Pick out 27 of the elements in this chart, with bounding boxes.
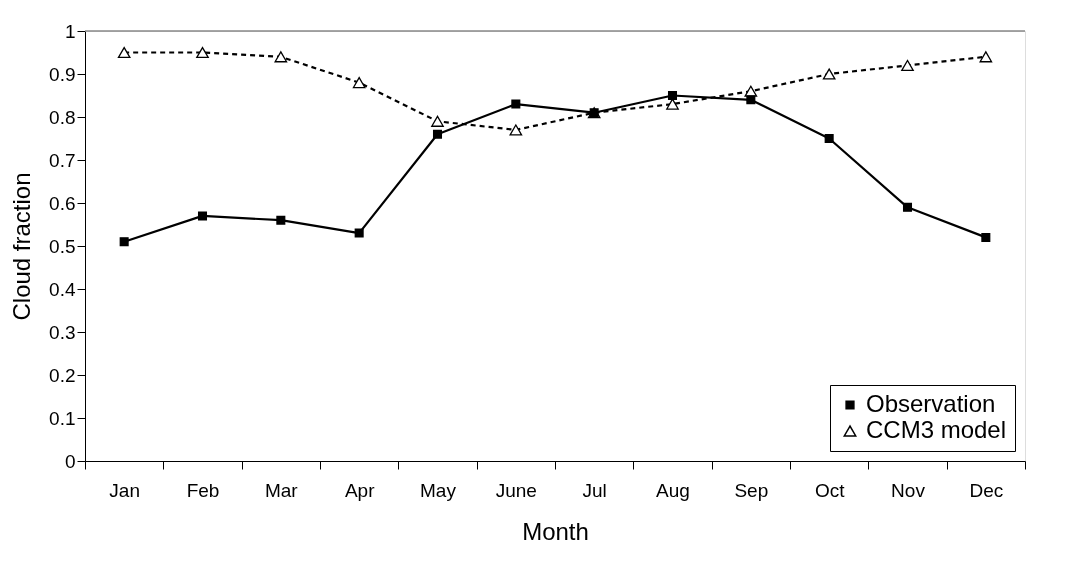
legend-label: CCM3 model [866,416,1007,443]
x-tick-label: Nov [891,479,926,501]
x-axis-title: Month [522,517,589,545]
x-tick-label: Aug [656,479,690,501]
x-tick-label: Oct [814,479,846,501]
y-tick-label: 0.5 [49,235,76,257]
y-tick-label: 0.2 [49,364,76,386]
x-tick-label: Mar [264,479,299,501]
legend-label: Observation [866,390,996,417]
y-tick-label: 0.6 [49,192,76,214]
x-tick-label: Feb [186,479,220,501]
x-tick-label: June [495,479,537,501]
y-tick-label: 0 [64,450,76,472]
x-tick-label: Jul [582,479,607,501]
y-tick-label: 0.3 [49,321,76,343]
x-tick-label: Sep [734,479,769,501]
x-tick-label: Jan [109,479,140,501]
y-axis-title: Cloud fraction [8,172,36,321]
x-tick-label: Apr [344,479,376,501]
y-tick-label: 0.8 [49,106,76,128]
y-tick-label: 0.1 [49,407,76,429]
x-tick-label: May [420,479,457,501]
x-tick-label: Dec [969,479,1004,501]
y-tick-label: 0.7 [49,149,76,171]
y-tick-label: 1 [64,20,76,42]
y-tick-label: 0.4 [49,278,76,300]
y-tick-label: 0.9 [49,63,76,85]
